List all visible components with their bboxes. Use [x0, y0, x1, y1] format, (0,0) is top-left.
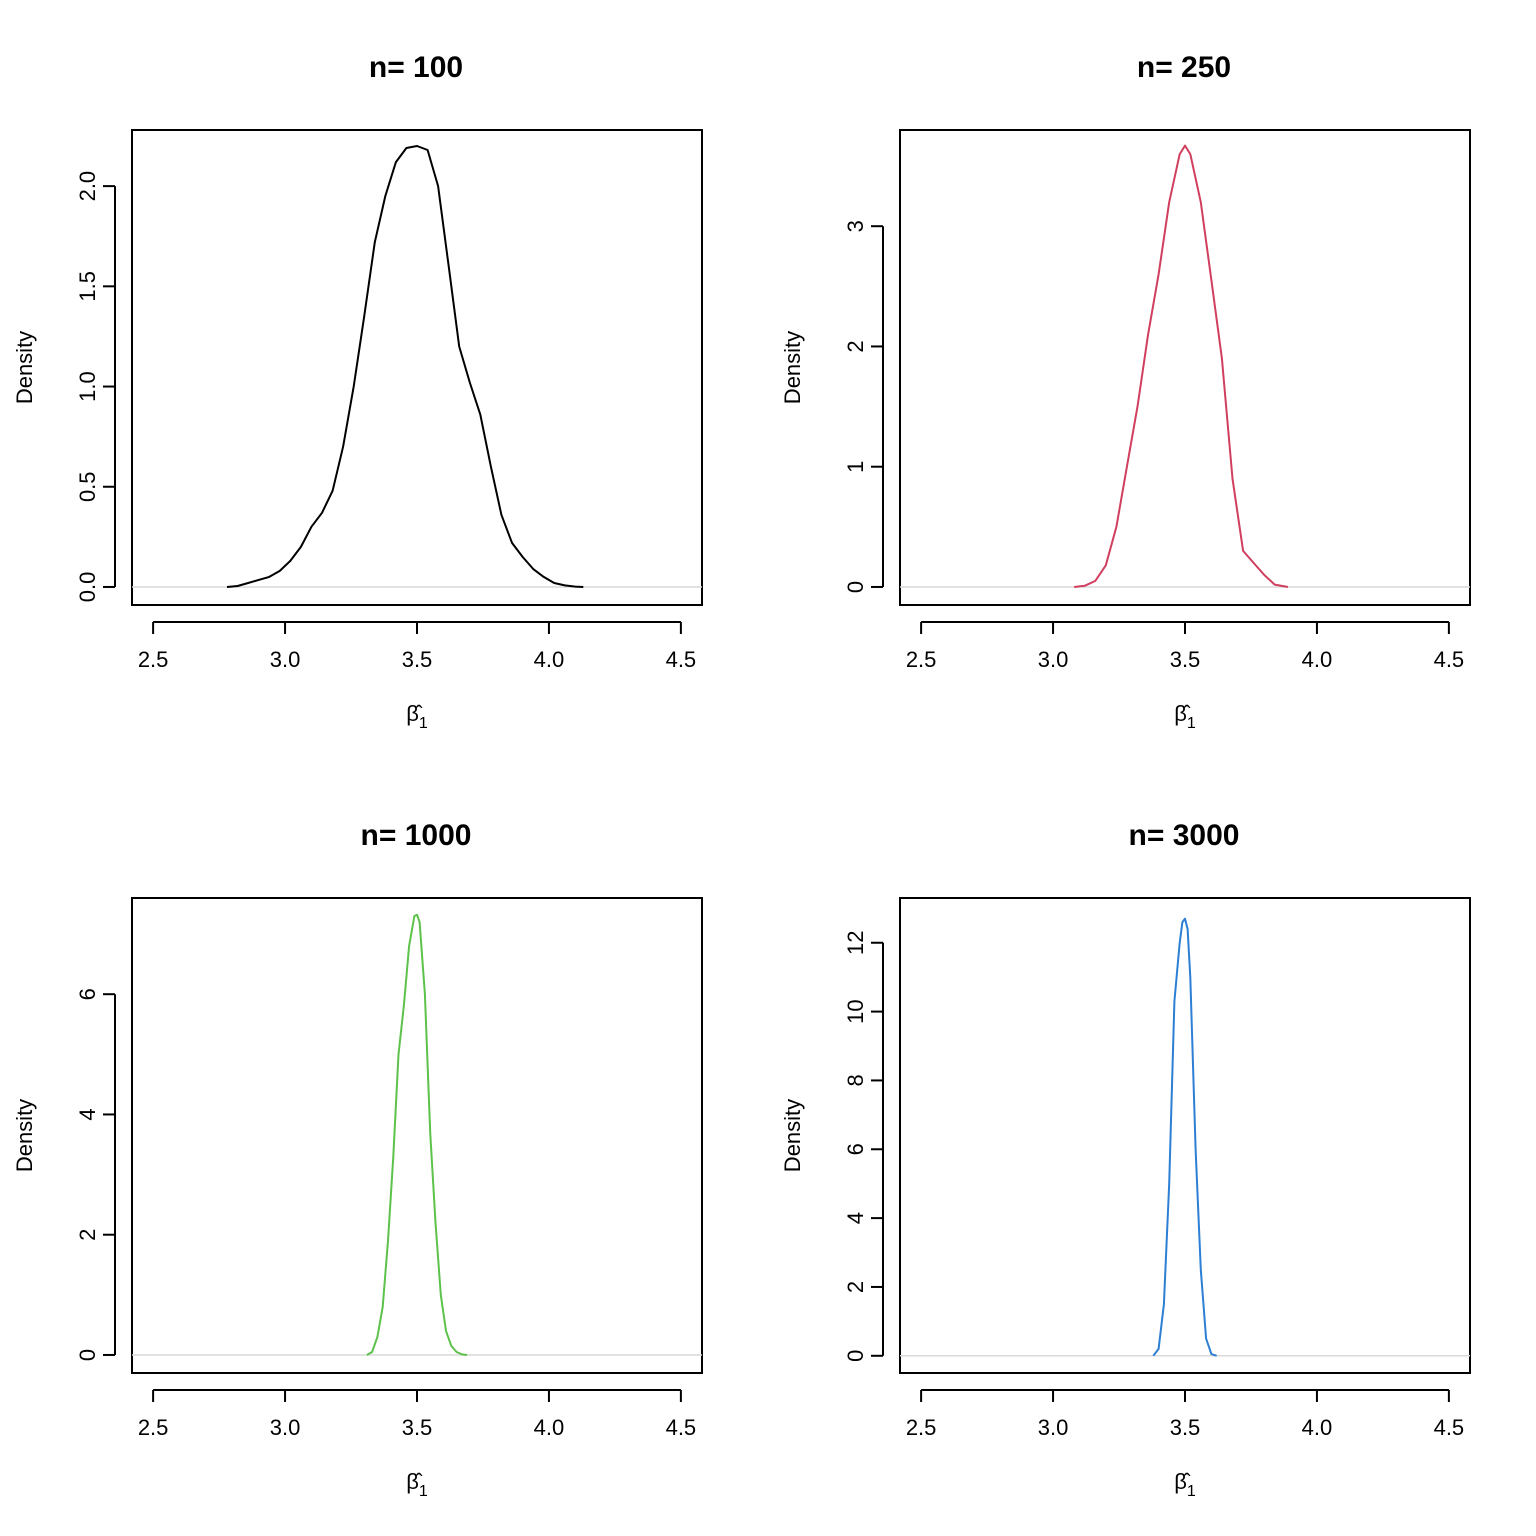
y-tick-label: 2 [75, 1229, 100, 1241]
y-axis: 0 2 4 6 8 10 12 [843, 931, 884, 1362]
y-tick-label: 0 [843, 1350, 868, 1362]
y-axis: 0.0 0.5 1.0 1.5 2.0 [75, 171, 116, 603]
y-tick-label: 4 [843, 1212, 868, 1224]
x-tick-label: 2.5 [906, 1415, 937, 1440]
panel-title: n= 250 [1137, 51, 1231, 84]
plot-frame [899, 897, 1471, 1374]
plot-frame [131, 129, 703, 606]
x-tick-label: 4.0 [534, 647, 565, 672]
x-tick-label: 4.0 [1302, 1415, 1333, 1440]
x-axis-label-subscript: 1 [419, 715, 428, 732]
y-tick-label: 10 [843, 999, 868, 1023]
y-axis-label: Density [780, 1099, 805, 1172]
y-tick-label: 4 [75, 1108, 100, 1120]
x-tick-label: 4.0 [1302, 647, 1333, 672]
y-tick-label: 6 [75, 988, 100, 1000]
x-axis-label-subscript: 1 [1187, 1483, 1196, 1500]
x-tick-label: 4.5 [666, 647, 697, 672]
x-axis-label: β̂1 [406, 1469, 428, 1500]
y-tick-label: 0.5 [75, 471, 100, 502]
y-tick-label: 3 [843, 220, 868, 232]
x-tick-label: 3.0 [270, 647, 301, 672]
y-tick-label: 6 [843, 1143, 868, 1155]
y-tick-label: 0 [75, 1349, 100, 1361]
x-tick-label: 3.5 [1170, 1415, 1201, 1440]
x-tick-label: 4.5 [666, 1415, 697, 1440]
x-axis-label-symbol: β̂ [406, 701, 423, 726]
y-axis-label: Density [12, 331, 37, 404]
y-axis: 0 2 4 6 [75, 988, 116, 1361]
panel-title: n= 3000 [1129, 819, 1240, 852]
x-axis-label: β̂1 [1174, 1469, 1196, 1500]
y-tick-label: 2.0 [75, 171, 100, 202]
y-axis: 0 1 2 3 [843, 220, 884, 593]
x-axis-label: β̂1 [406, 701, 428, 732]
x-tick-label: 2.5 [138, 1415, 169, 1440]
y-tick-label: 0.0 [75, 572, 100, 603]
y-tick-label: 2 [843, 1281, 868, 1293]
x-axis-label-symbol: β̂ [406, 1469, 423, 1494]
x-axis-label: β̂1 [1174, 701, 1196, 732]
x-tick-label: 3.0 [270, 1415, 301, 1440]
panel-n-100: n= 100 2.5 3.0 3.5 4.0 4.5 0.0 0.5 1.0 1.5 2.0 β… [12, 51, 703, 732]
x-tick-label: 2.5 [138, 647, 169, 672]
x-axis-label-subscript: 1 [419, 1483, 428, 1500]
y-axis-label: Density [780, 331, 805, 404]
x-axis: 2.5 3.0 3.5 4.0 4.5 [138, 621, 697, 672]
x-tick-label: 4.5 [1434, 647, 1465, 672]
x-tick-label: 4.0 [534, 1415, 565, 1440]
y-tick-label: 12 [843, 931, 868, 955]
y-tick-label: 1.5 [75, 271, 100, 302]
y-tick-label: 0 [843, 581, 868, 593]
density-curve [1152, 917, 1218, 1357]
density-curve [1074, 144, 1289, 588]
x-axis: 2.5 3.0 3.5 4.0 4.5 [906, 1389, 1465, 1440]
y-tick-label: 2 [843, 340, 868, 352]
density-curve [226, 145, 584, 588]
panel-title: n= 100 [369, 51, 463, 84]
x-tick-label: 3.5 [402, 1415, 433, 1440]
y-axis-label: Density [12, 1099, 37, 1172]
y-tick-label: 1 [843, 461, 868, 473]
x-axis: 2.5 3.0 3.5 4.0 4.5 [906, 621, 1465, 672]
x-axis-label-symbol: β̂ [1174, 701, 1191, 726]
x-tick-label: 3.0 [1038, 647, 1069, 672]
plot-frame [899, 129, 1471, 606]
density-curve [366, 913, 468, 1356]
x-tick-label: 3.0 [1038, 1415, 1069, 1440]
panel-n-1000: n= 1000 2.5 3.0 3.5 4.0 4.5 0 2 4 6 β̂1 Density [12, 819, 703, 1500]
x-axis: 2.5 3.0 3.5 4.0 4.5 [138, 1389, 697, 1440]
x-tick-label: 4.5 [1434, 1415, 1465, 1440]
panel-n-3000: n= 3000 2.5 3.0 3.5 4.0 4.5 0 2 4 6 8 10 12 β̂1 De… [780, 819, 1471, 1500]
y-tick-label: 1.0 [75, 371, 100, 402]
x-axis-label-subscript: 1 [1187, 715, 1196, 732]
y-tick-label: 8 [843, 1074, 868, 1086]
plot-frame [131, 897, 703, 1374]
x-tick-label: 2.5 [906, 647, 937, 672]
x-tick-label: 3.5 [1170, 647, 1201, 672]
x-axis-label-symbol: β̂ [1174, 1469, 1191, 1494]
x-tick-label: 3.5 [402, 647, 433, 672]
panel-title: n= 1000 [361, 819, 472, 852]
